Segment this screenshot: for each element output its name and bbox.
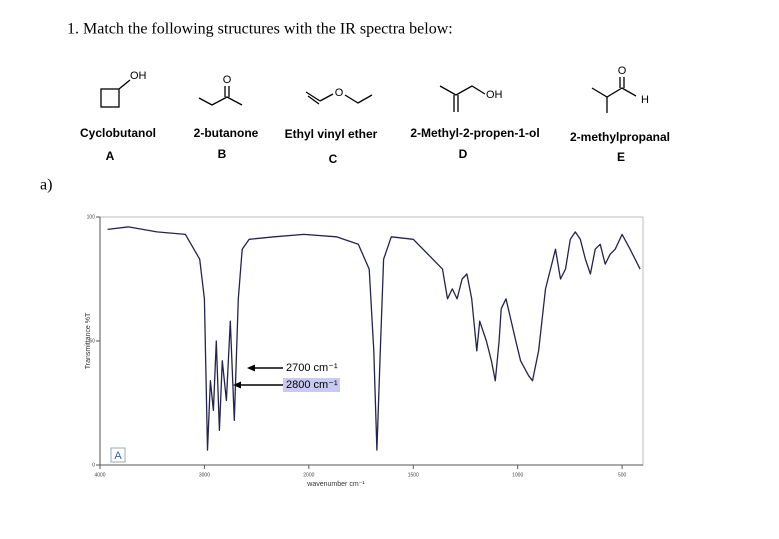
x-tick-label: 2000 (303, 472, 314, 478)
compound-names: Cyclobutanol 2-butanone Ethyl vinyl ethe… (80, 126, 670, 166)
x-tick-label: 1500 (408, 472, 419, 478)
ir-spectrum: 0 50 100 4000 3000 2000 1500 1000 500 wavenumber … (85, 214, 644, 488)
compound-letter: A (106, 149, 115, 163)
x-tick-label: 500 (618, 472, 627, 478)
bond (307, 95, 320, 105)
compound-name: 2-Methyl-2-propen-1-ol (410, 126, 539, 140)
annotation-highlight (283, 378, 340, 392)
bond (591, 87, 637, 98)
bond (319, 93, 334, 102)
x-tick-label: 3000 (199, 472, 210, 478)
compound-letter: C (329, 152, 338, 166)
atom-label: OH (486, 89, 503, 101)
answer-mark: A (114, 450, 122, 462)
x-tick-label: 1000 (512, 472, 523, 478)
structures: OH O O OH O H (100, 65, 649, 113)
compound-letter: E (617, 150, 625, 164)
compound-name: Cyclobutanol (80, 126, 156, 140)
bond (439, 85, 486, 96)
atom-label: O (335, 87, 344, 99)
y-tick-label: 50 (89, 338, 95, 344)
part-label: a) (40, 177, 52, 194)
spectrum-line (107, 226, 641, 451)
plot-frame (99, 216, 644, 466)
arrow-head (233, 381, 241, 389)
atom-label: O (223, 74, 232, 86)
x-tick-label: 4000 (94, 472, 105, 478)
question: 1. Match the following structures with t… (67, 21, 453, 38)
y-tick-label: 0 (92, 462, 95, 468)
bond (118, 79, 131, 90)
x-axis-label: wavenumber cm⁻¹ (306, 481, 365, 488)
annotation-label: 2800 cm⁻¹ (286, 379, 338, 391)
answer-box (110, 447, 126, 463)
compound-name: 2-methylpropanal (570, 130, 670, 144)
atom-label: H (641, 94, 649, 106)
bond (305, 91, 321, 102)
atom-label: O (618, 65, 627, 77)
compound-name: 2-butanone (194, 126, 259, 140)
atom-label: OH (130, 70, 147, 82)
annotation-label: 2700 cm⁻¹ (286, 362, 338, 374)
arrow-head (247, 364, 255, 372)
y-tick-label: 100 (87, 214, 96, 220)
bond (100, 88, 120, 108)
y-axis-label: Transmittance %T (85, 312, 92, 369)
compound-letter: B (218, 147, 227, 161)
compound-letter: D (459, 147, 468, 161)
compound-name: Ethyl vinyl ether (285, 127, 378, 141)
bond (198, 96, 243, 106)
bond (344, 94, 373, 104)
